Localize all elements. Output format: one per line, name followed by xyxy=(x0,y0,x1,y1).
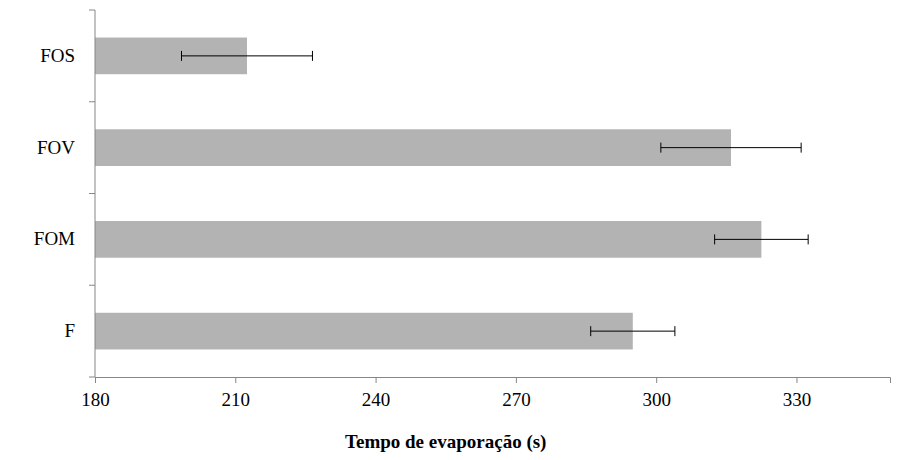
x-axis: 180 210 240 270 300 330 xyxy=(81,377,890,410)
y-tick-label: FOM xyxy=(34,228,75,249)
y-tick-label: FOS xyxy=(40,45,75,66)
x-tick: 300 xyxy=(642,377,671,410)
error-line xyxy=(591,331,675,332)
error-bar xyxy=(661,143,801,153)
x-axis-line xyxy=(96,378,891,384)
y-axis: F FOM FOV FOS xyxy=(34,10,95,377)
error-cap xyxy=(808,234,809,244)
plot: 180 210 240 270 300 330 F FOM FOV FOS xyxy=(34,10,891,410)
x-tick: 180 xyxy=(81,377,110,410)
x-tick-mark xyxy=(516,377,517,383)
y-separator xyxy=(89,101,95,102)
y-separator xyxy=(89,10,95,11)
x-tick-label: 180 xyxy=(81,389,110,410)
x-tick: 210 xyxy=(222,377,251,410)
error-bar xyxy=(182,51,313,61)
x-tick-label: 210 xyxy=(222,389,251,410)
x-tick-mark xyxy=(796,377,797,383)
y-separator xyxy=(89,193,95,194)
x-tick-label: 300 xyxy=(642,389,671,410)
x-tick-mark xyxy=(235,377,236,383)
y-tick: FOM xyxy=(34,228,95,249)
x-axis-title: Tempo de evaporação (s) xyxy=(345,431,546,453)
x-tick-label: 270 xyxy=(502,389,530,410)
chart: 180 210 240 270 300 330 F FOM FOV FOS Tempo de eva… xyxy=(0,0,921,460)
y-separator xyxy=(89,285,95,286)
error-line xyxy=(661,147,801,148)
x-tick-mark xyxy=(376,377,377,383)
marks xyxy=(95,38,808,350)
error-cap xyxy=(714,234,715,244)
bar xyxy=(95,221,761,258)
error-cap xyxy=(312,51,313,61)
y-tick: FOS xyxy=(40,45,95,66)
error-line xyxy=(715,239,809,240)
x-tick: 330 xyxy=(783,377,812,410)
error-cap xyxy=(660,143,661,153)
error-bar xyxy=(715,234,809,244)
x-tick-mark xyxy=(95,377,96,383)
bar xyxy=(95,129,731,166)
y-tick-label: F xyxy=(64,320,75,341)
y-tick-label: FOV xyxy=(37,137,75,158)
x-tick: 240 xyxy=(362,377,391,410)
x-tick: 270 xyxy=(502,377,530,410)
x-tick-label: 240 xyxy=(362,389,391,410)
error-cap xyxy=(674,326,675,336)
y-tick: FOV xyxy=(37,137,95,158)
x-tick-label: 330 xyxy=(783,389,812,410)
error-cap xyxy=(801,143,802,153)
y-separator xyxy=(89,377,95,378)
x-tick-mark xyxy=(656,377,657,383)
error-bar xyxy=(591,326,675,336)
error-cap xyxy=(590,326,591,336)
error-line xyxy=(182,55,313,56)
y-tick: F xyxy=(64,320,95,341)
bar xyxy=(95,313,633,350)
error-cap xyxy=(181,51,182,61)
